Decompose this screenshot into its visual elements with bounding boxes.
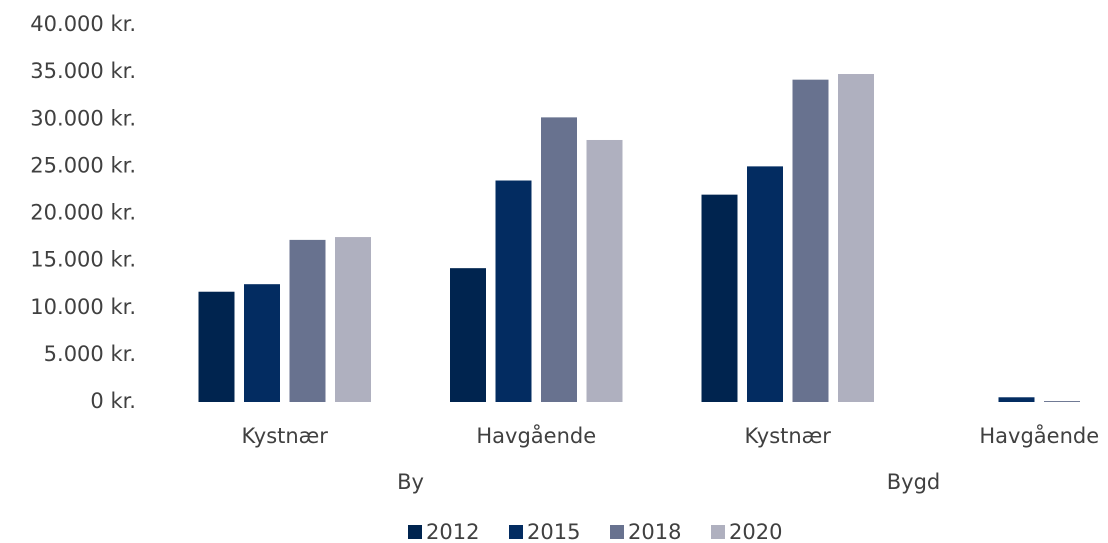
bar bbox=[198, 291, 235, 402]
legend-swatch bbox=[711, 525, 725, 539]
x-tick-label: Havgående bbox=[476, 423, 596, 448]
y-tick-label: 25.000 kr. bbox=[30, 153, 136, 177]
y-tick-label: 20.000 kr. bbox=[30, 201, 136, 225]
legend-label: 2018 bbox=[628, 520, 681, 543]
legend-swatch bbox=[610, 525, 624, 539]
bar bbox=[747, 166, 783, 402]
bar bbox=[998, 397, 1035, 402]
bar bbox=[1044, 401, 1080, 402]
group-label: Bygd bbox=[887, 470, 941, 494]
y-tick-label: 35.000 kr. bbox=[30, 59, 136, 83]
bar bbox=[450, 268, 486, 402]
y-tick-label: 40.000 kr. bbox=[30, 12, 136, 36]
bar bbox=[495, 180, 532, 402]
bar bbox=[541, 117, 577, 403]
y-tick-label: 10.000 kr. bbox=[30, 295, 136, 319]
y-tick-label: 5.000 kr. bbox=[44, 342, 136, 366]
x-tick-label: Kystnær bbox=[745, 424, 832, 448]
y-tick-label: 15.000 kr. bbox=[30, 248, 136, 272]
bar bbox=[792, 79, 829, 402]
y-tick-label: 0 kr. bbox=[90, 389, 136, 413]
x-tick-label: Havgående bbox=[979, 423, 1099, 448]
bar bbox=[289, 239, 326, 402]
bar bbox=[838, 74, 874, 402]
bar bbox=[701, 194, 738, 402]
bar bbox=[244, 284, 280, 402]
bar bbox=[335, 237, 371, 402]
y-tick-label: 30.000 kr. bbox=[30, 106, 136, 130]
legend-label: 2020 bbox=[729, 520, 782, 543]
legend-swatch bbox=[408, 525, 422, 539]
bar bbox=[586, 139, 623, 403]
group-label: By bbox=[397, 470, 424, 494]
legend-swatch bbox=[509, 525, 523, 539]
legend-label: 2012 bbox=[426, 520, 479, 543]
x-tick-label: Kystnær bbox=[242, 424, 329, 448]
legend-label: 2015 bbox=[527, 520, 580, 543]
